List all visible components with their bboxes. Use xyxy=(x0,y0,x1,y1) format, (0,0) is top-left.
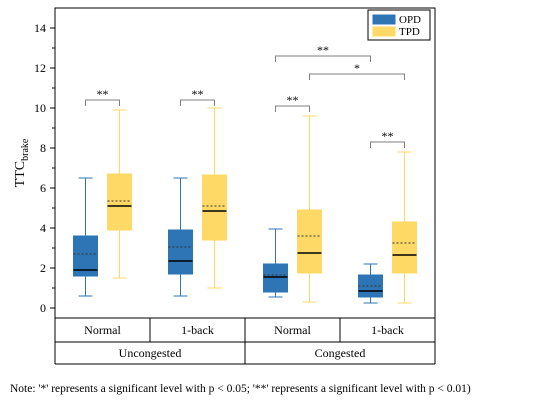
y-tick-label: 0 xyxy=(40,301,46,315)
significance-label: ** xyxy=(192,87,204,101)
significance-label: ** xyxy=(317,43,329,57)
category-label: Normal xyxy=(274,323,311,337)
significance-label: ** xyxy=(97,87,109,101)
significance-label: * xyxy=(354,61,360,75)
significance-bracket xyxy=(180,99,215,106)
category-label: Normal xyxy=(84,323,121,337)
box-tpd xyxy=(202,174,227,241)
box-tpd xyxy=(297,209,322,274)
significance-label: ** xyxy=(287,93,299,107)
y-axis-title-sub: brake xyxy=(20,138,31,161)
parent-category-label: Uncongested xyxy=(119,346,182,360)
significance-bracket xyxy=(85,99,120,106)
legend-swatch-opd xyxy=(372,14,396,25)
y-tick-label: 2 xyxy=(40,261,46,275)
y-tick-label: 4 xyxy=(40,221,46,235)
legend-swatch-tpd xyxy=(372,26,396,37)
y-tick-label: 14 xyxy=(34,21,46,35)
box-tpd xyxy=(107,173,132,231)
significance-bracket xyxy=(370,141,405,148)
y-tick-label: 12 xyxy=(34,61,46,75)
plot-frame xyxy=(54,7,436,319)
y-tick-label: 10 xyxy=(34,101,46,115)
footnote: Note: '*' represents a significant level… xyxy=(10,383,471,395)
y-tick-label: 6 xyxy=(40,181,46,195)
y-axis-title-main: TTC xyxy=(13,161,28,187)
box-tpd xyxy=(392,221,417,274)
significance-bracket xyxy=(275,55,371,62)
box-opd xyxy=(263,263,288,293)
category-label: 1-back xyxy=(181,323,214,337)
legend-label: OPD xyxy=(399,14,421,26)
y-axis-title: TTCbrake xyxy=(13,138,31,187)
significance-label: ** xyxy=(382,129,394,143)
category-label: 1-back xyxy=(371,323,404,337)
significance-bracket xyxy=(309,73,405,80)
parent-category-label: Congested xyxy=(315,346,366,360)
y-tick-label: 8 xyxy=(40,141,46,155)
box-opd xyxy=(168,229,193,275)
significance-bracket xyxy=(275,105,310,112)
legend-label: TPD xyxy=(399,26,420,38)
